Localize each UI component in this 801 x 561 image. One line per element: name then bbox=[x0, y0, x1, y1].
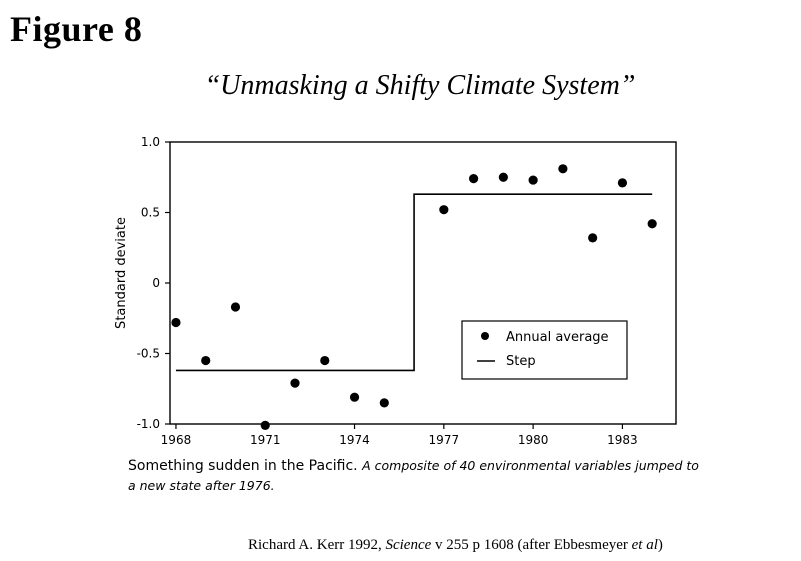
x-axis: 1968 1971 1974 1977 1980 1983 bbox=[161, 424, 638, 447]
legend-label-step: Step bbox=[506, 354, 536, 369]
data-point bbox=[439, 205, 449, 215]
x-tick-label: 1971 bbox=[250, 433, 281, 447]
y-axis: 1.0 0.5 0 -0.5 -1.0 bbox=[137, 135, 170, 431]
step-series bbox=[175, 193, 653, 372]
figure-title: “Unmasking a Shifty Climate System” bbox=[204, 70, 636, 101]
x-tick-label: 1968 bbox=[161, 433, 192, 447]
data-point bbox=[617, 178, 628, 188]
y-axis-label: Standard deviate bbox=[114, 217, 129, 329]
data-point bbox=[528, 175, 538, 185]
caption: Something sudden in the Pacific. A compo… bbox=[128, 456, 708, 496]
citation-details: v 255 p 1608 (after Ebbesmeyer bbox=[431, 537, 632, 553]
data-point bbox=[260, 420, 270, 431]
y-tick-label: 0 bbox=[152, 276, 160, 290]
x-tick-label: 1974 bbox=[339, 433, 370, 447]
data-point bbox=[171, 317, 181, 328]
citation-journal: Science bbox=[385, 537, 432, 553]
citation: Richard A. Kerr 1992, Science v 255 p 16… bbox=[248, 537, 663, 554]
y-tick-label: -0.5 bbox=[137, 347, 160, 361]
data-point bbox=[320, 355, 330, 366]
step-line bbox=[175, 193, 653, 372]
data-point bbox=[379, 398, 389, 408]
legend: Annual average Step bbox=[461, 320, 628, 380]
data-point bbox=[349, 392, 360, 402]
data-point bbox=[588, 233, 598, 243]
y-tick-label: 0.5 bbox=[141, 206, 160, 220]
x-tick-label: 1983 bbox=[607, 433, 638, 447]
x-tick-label: 1980 bbox=[518, 433, 549, 447]
data-point bbox=[230, 302, 241, 312]
citation-end: ) bbox=[657, 537, 663, 553]
legend-box bbox=[461, 320, 628, 380]
legend-marker-annual-average bbox=[481, 332, 489, 340]
caption-lead: Something sudden in the Pacific. bbox=[128, 458, 358, 474]
caption-body: A composite of 40 environmental variable… bbox=[128, 458, 699, 493]
x-tick-label: 1977 bbox=[429, 433, 460, 447]
data-point bbox=[647, 219, 657, 229]
citation-et-al: et al bbox=[631, 537, 658, 553]
data-point bbox=[290, 378, 300, 388]
data-point bbox=[498, 172, 508, 182]
data-point bbox=[558, 164, 568, 174]
citation-author: Richard A. Kerr 1992, bbox=[248, 537, 386, 553]
figure-label: Figure 8 bbox=[10, 9, 143, 49]
data-point bbox=[469, 174, 479, 184]
annual-average-series bbox=[171, 164, 657, 431]
y-tick-label: -1.0 bbox=[137, 417, 160, 431]
legend-label-annual-average: Annual average bbox=[506, 330, 609, 345]
plot-frame bbox=[169, 141, 677, 425]
data-point bbox=[201, 355, 211, 366]
y-tick-label: 1.0 bbox=[141, 135, 160, 149]
